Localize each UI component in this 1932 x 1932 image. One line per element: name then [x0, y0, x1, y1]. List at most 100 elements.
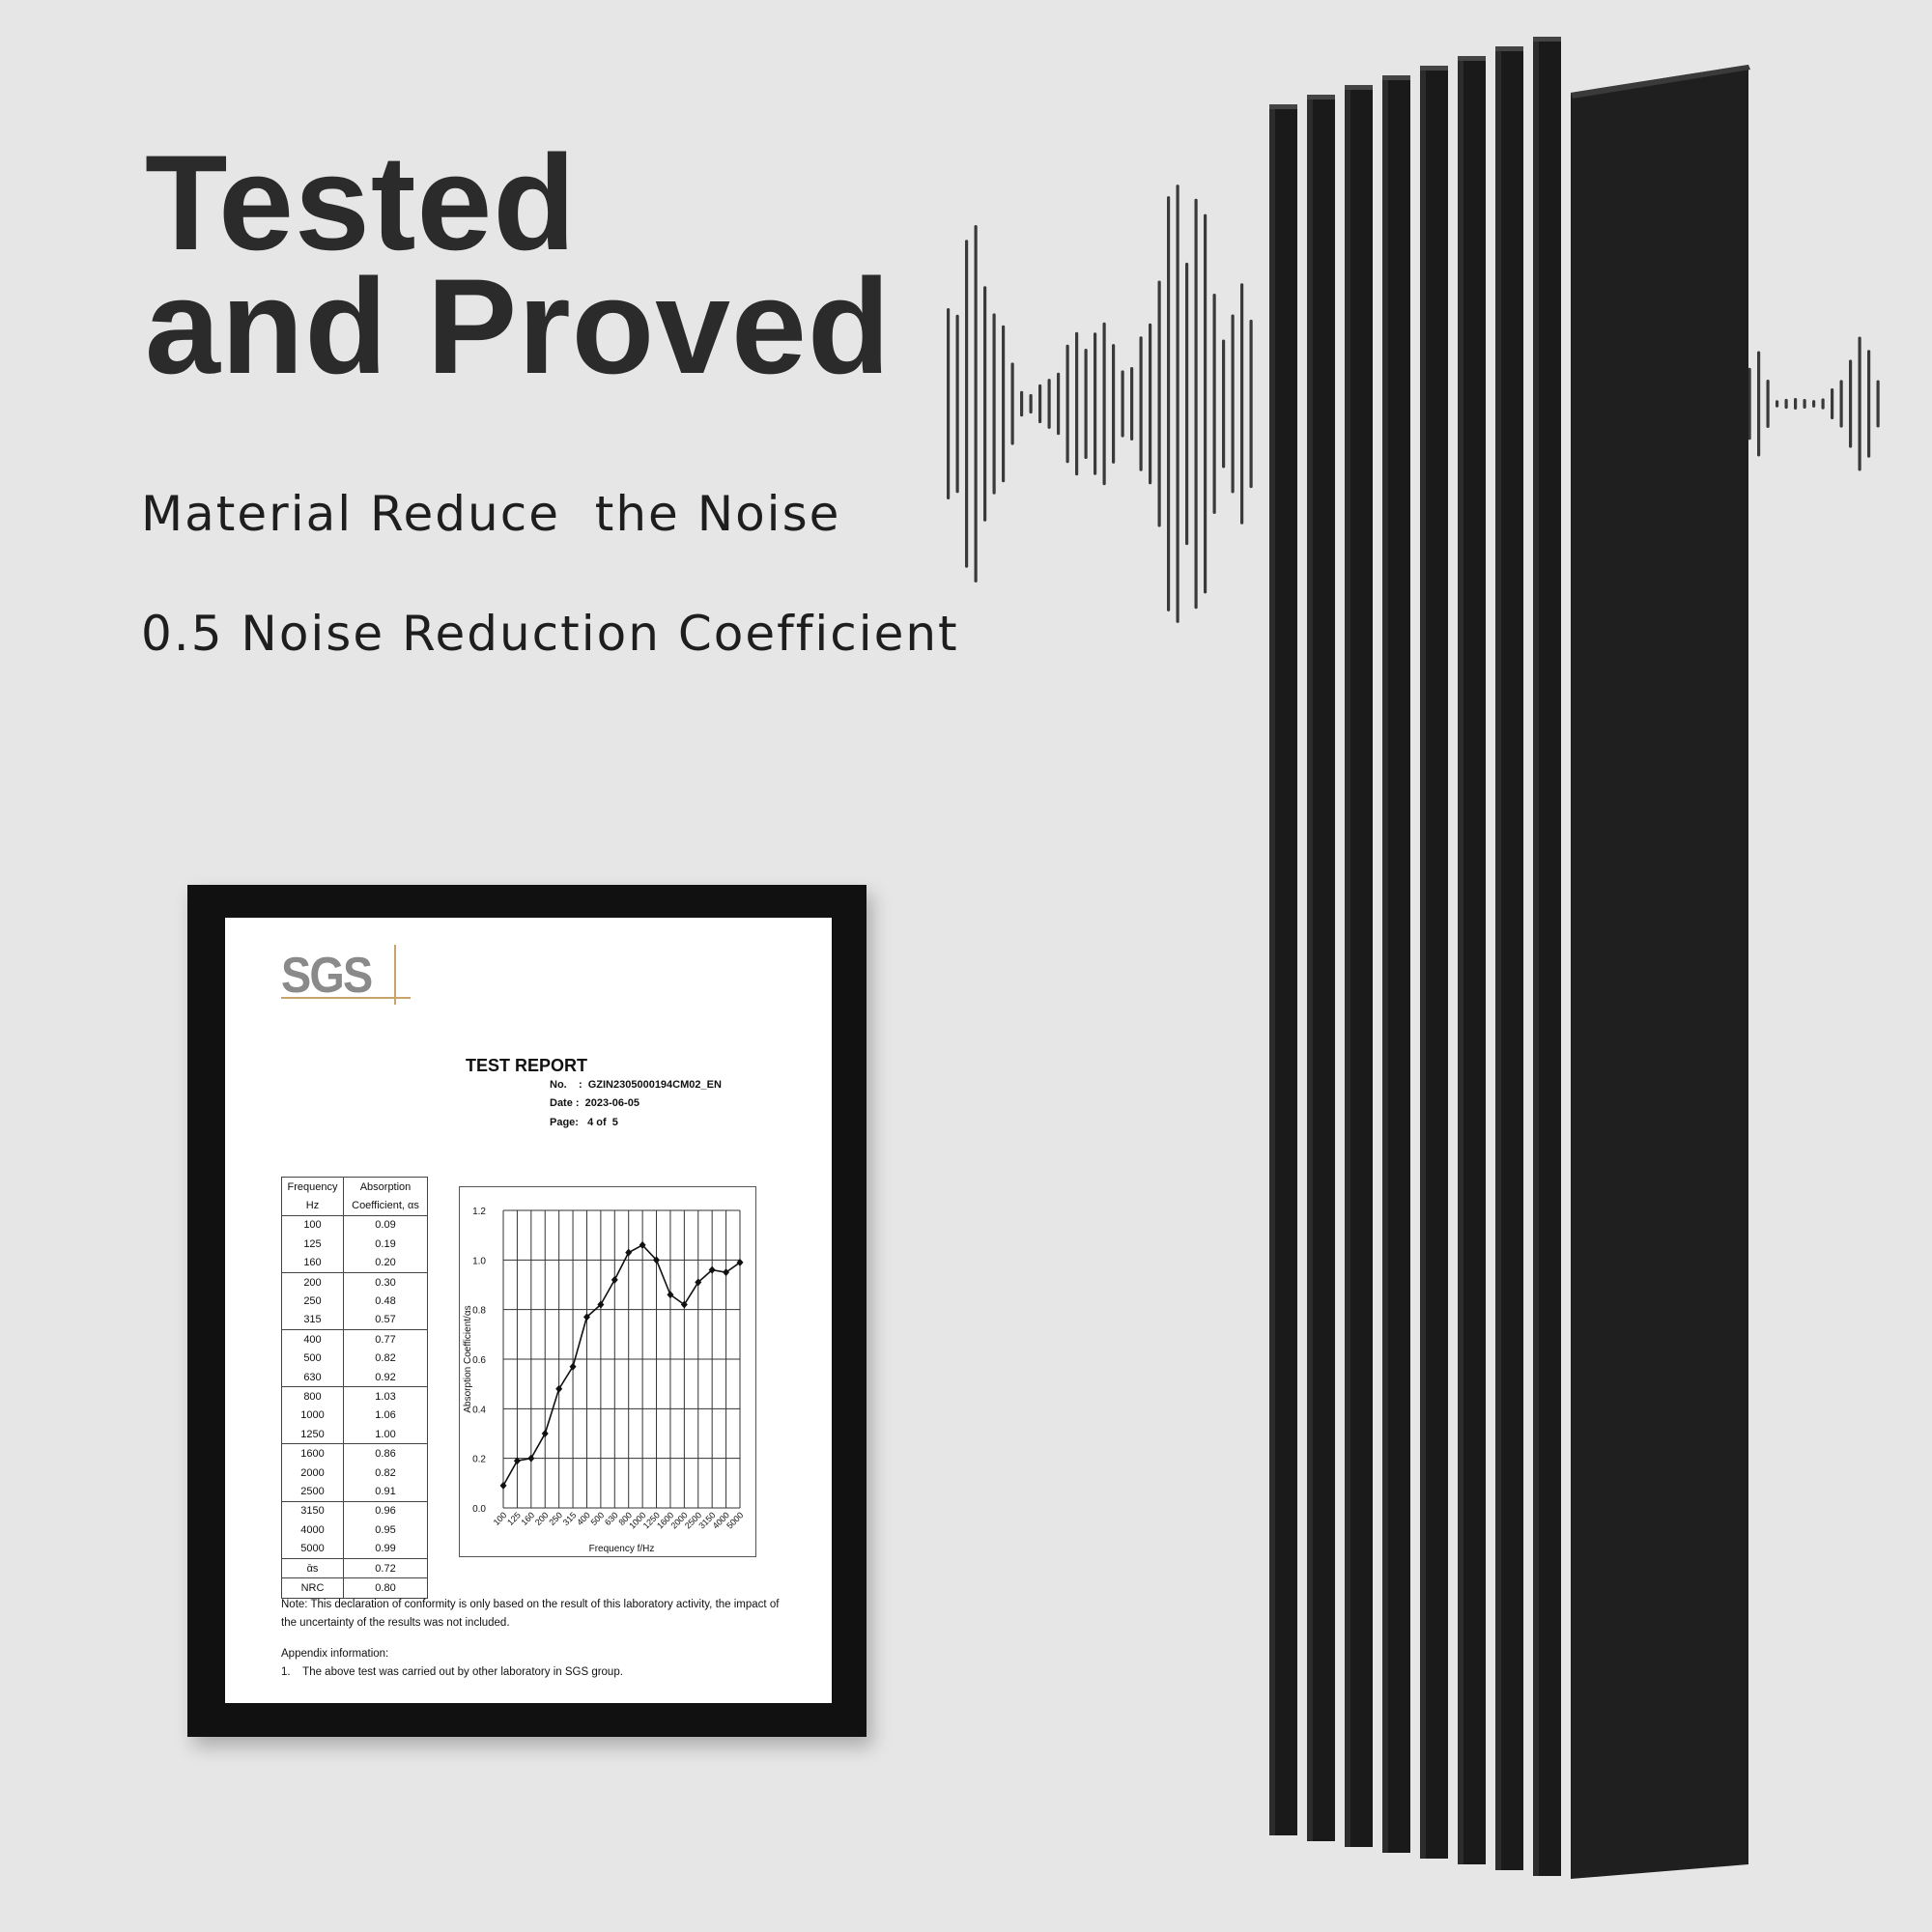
table-cell: 0.99 — [343, 1539, 428, 1559]
table-row: 1000 1.06 — [281, 1406, 428, 1426]
wave-bar — [1194, 198, 1198, 610]
wave-bar — [1794, 398, 1798, 410]
wave-bar — [1020, 390, 1024, 417]
wave-bar — [1094, 332, 1097, 475]
data-line — [502, 1243, 741, 1487]
wave-bar — [1130, 367, 1134, 440]
table-cell: 1.00 — [343, 1425, 428, 1445]
wave-bar — [1757, 351, 1761, 457]
y-tick-label: 0.0 — [472, 1504, 486, 1515]
y-tick-label: 1.2 — [472, 1207, 486, 1217]
data-point — [708, 1265, 716, 1274]
data-point — [625, 1248, 633, 1257]
note-line1: Note: This declaration of conformity is … — [281, 1599, 780, 1610]
wave-bar — [965, 240, 969, 568]
y-axis-label: Absorption Coefficient/αs — [463, 1305, 473, 1412]
table-cell: 800 — [281, 1386, 344, 1406]
slat-side — [1382, 75, 1388, 1853]
table-row: 315 0.57 — [281, 1310, 428, 1331]
report-page: Page: 4 of 5 — [550, 1117, 618, 1128]
table-cell: ᾱs — [281, 1557, 344, 1579]
subtitle-noise: Material Reduce the Noise — [141, 486, 841, 542]
table-cell: 0.96 — [343, 1500, 428, 1521]
y-tick-label: 0.4 — [472, 1405, 486, 1415]
wave-bar — [1867, 350, 1871, 458]
slat-side — [1307, 95, 1313, 1841]
data-point — [541, 1430, 549, 1437]
wave-bar — [1231, 314, 1235, 494]
table-row: 5000 0.99 — [281, 1539, 428, 1559]
table-row: 4000 0.95 — [281, 1520, 428, 1540]
data-point — [680, 1300, 688, 1309]
headline-line1: Tested — [145, 127, 577, 278]
wave-bar — [1831, 387, 1834, 420]
slat-side — [1495, 46, 1501, 1870]
wave-bar — [1157, 280, 1161, 527]
sound-wave-graphic — [947, 185, 1880, 623]
table-cell: 0.48 — [343, 1292, 428, 1311]
table-cell: 0.72 — [343, 1557, 428, 1579]
back-board — [1571, 65, 1748, 1879]
sgs-logo: SGS — [281, 948, 373, 1004]
table-row: 630 0.92 — [281, 1367, 428, 1388]
table-row: 250 0.48 — [281, 1292, 428, 1311]
y-tick-label: 0.8 — [472, 1306, 486, 1317]
wave-bar — [1010, 362, 1014, 445]
absorption-table: Frequency Absorption Hz Coefficient, αs 100 0… — [281, 1177, 428, 1599]
wave-bar — [1858, 336, 1861, 471]
table-row: 100 0.09 — [281, 1214, 428, 1236]
appendix-item: 1. The above test was carried out by oth… — [281, 1666, 623, 1678]
wave-bar — [1876, 380, 1880, 428]
table-cell: 1.06 — [343, 1406, 428, 1426]
table-cell: 0.82 — [343, 1463, 428, 1483]
wave-bar — [1776, 400, 1779, 408]
table-cell: 0.95 — [343, 1520, 428, 1540]
wave-bar — [1038, 384, 1042, 424]
back-board-top-edge — [1571, 65, 1750, 99]
table-cell: NRC — [281, 1577, 344, 1599]
wave-bar — [1747, 367, 1751, 440]
wave-bar — [1812, 400, 1816, 408]
table-header-cell: Coefficient, αs — [343, 1196, 428, 1216]
wave-bar — [1112, 344, 1116, 464]
table-row: 160 0.20 — [281, 1253, 428, 1273]
slat-side — [1269, 104, 1275, 1835]
table-cell: 400 — [281, 1329, 344, 1350]
table-cell: 0.80 — [343, 1577, 428, 1599]
data-point — [555, 1384, 563, 1393]
wave-bar — [983, 286, 987, 522]
test-report-document: SGS TEST REPORT No. : GZIN2305000194CM02… — [225, 918, 832, 1703]
table-cell: 0.92 — [343, 1367, 428, 1388]
y-tick-label: 0.2 — [472, 1455, 486, 1465]
table-row: 125 0.19 — [281, 1235, 428, 1254]
wave-bar — [992, 313, 996, 495]
slat-side — [1420, 66, 1426, 1859]
wave-bar — [955, 314, 959, 494]
wave-bar — [1065, 344, 1069, 464]
wave-bar — [1766, 380, 1770, 428]
subtitle-nrc: 0.5 Noise Reduction Coefficient — [141, 606, 959, 662]
table-cell: 0.82 — [343, 1349, 428, 1368]
table-cell: 0.57 — [343, 1310, 428, 1331]
wave-bar — [1057, 372, 1061, 436]
data-point — [597, 1300, 605, 1309]
slat-top — [1420, 66, 1448, 71]
wave-bar — [1102, 322, 1106, 486]
appendix-title: Appendix information: — [281, 1648, 389, 1660]
table-cell: 0.86 — [343, 1443, 428, 1463]
table-cell: 1.03 — [343, 1386, 428, 1406]
wave-bar — [1212, 293, 1216, 515]
wave-bar — [1839, 380, 1843, 428]
table-row: 400 0.77 — [281, 1329, 428, 1350]
absorption-chart: 1001251602002503154005006308001000125016… — [459, 1186, 756, 1557]
table-row: 1250 1.00 — [281, 1425, 428, 1445]
table-cell: 1000 — [281, 1406, 344, 1426]
data-point — [639, 1240, 646, 1249]
table-cell: 250 — [281, 1292, 344, 1311]
table-cell: 500 — [281, 1349, 344, 1368]
table-cell: 160 — [281, 1253, 344, 1273]
data-point — [582, 1313, 590, 1321]
table-row: 800 1.03 — [281, 1386, 428, 1406]
y-tick-label: 1.0 — [472, 1256, 486, 1266]
wave-bar — [1222, 339, 1226, 469]
